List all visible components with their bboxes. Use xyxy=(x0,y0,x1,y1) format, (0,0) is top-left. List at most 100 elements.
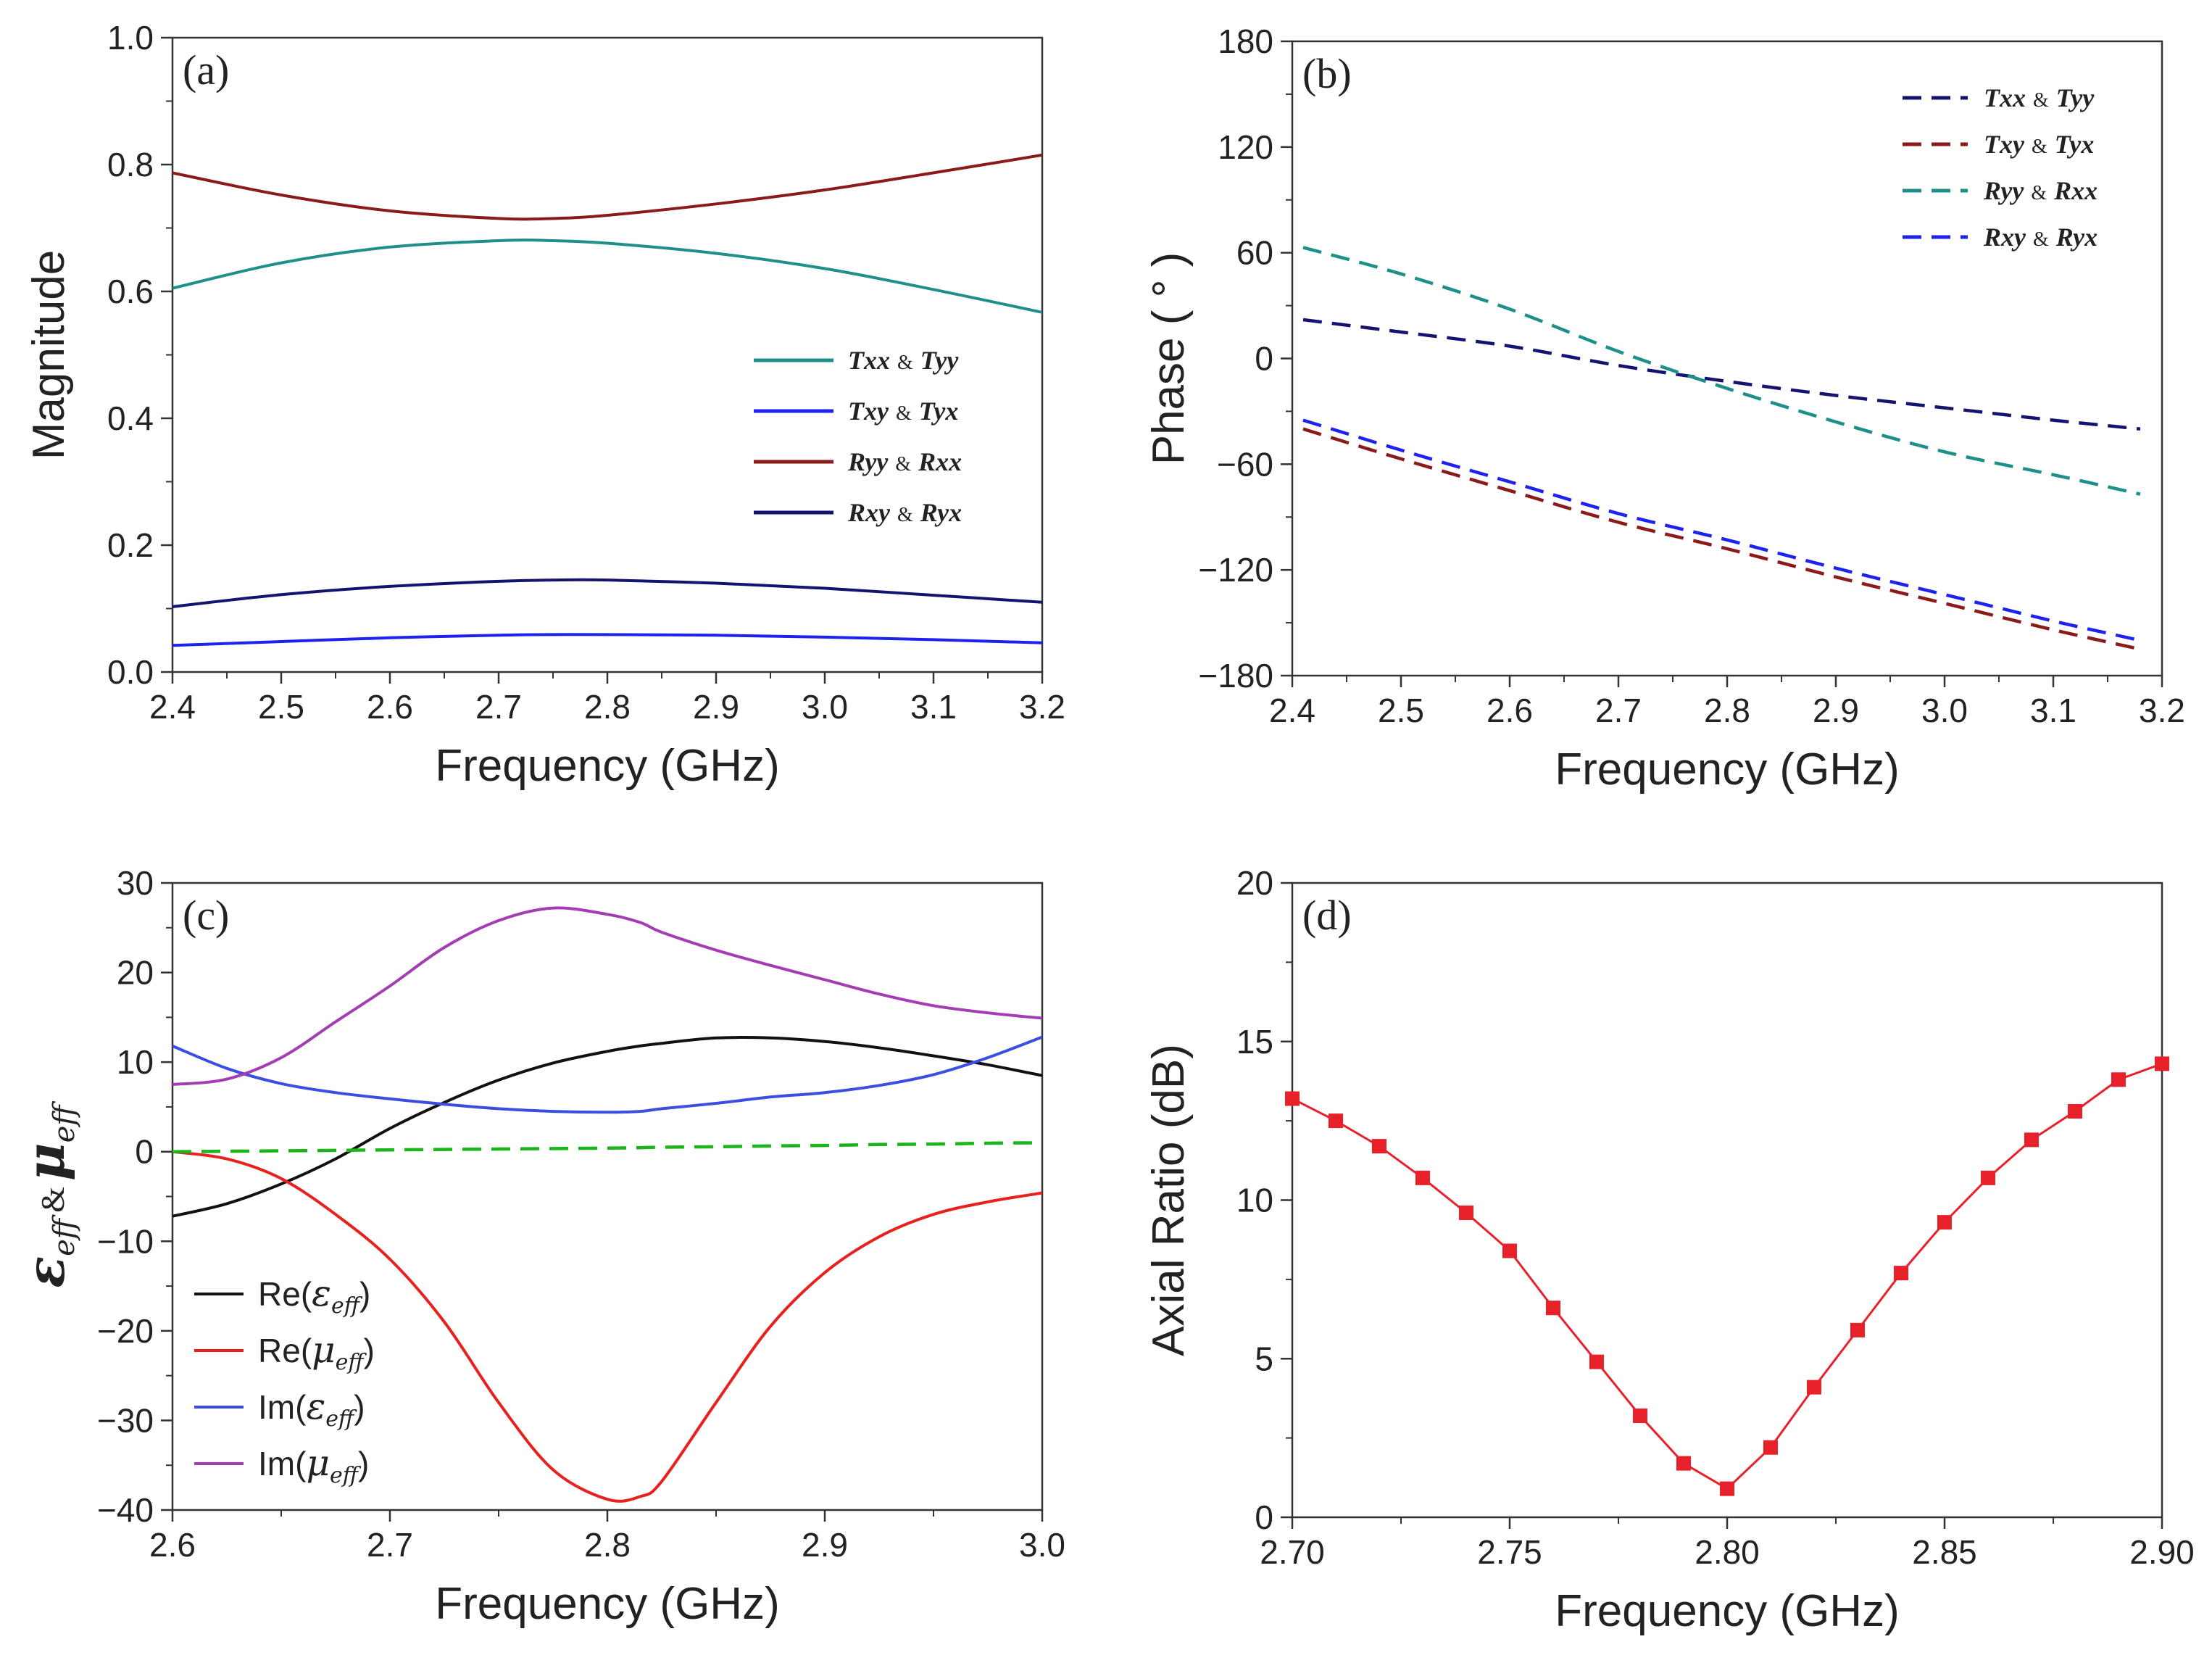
x-axis-label: Frequency (GHz) xyxy=(1555,744,1899,795)
legend-label-amp: & xyxy=(2033,228,2049,251)
x-tick-label: 2.4 xyxy=(1269,692,1315,729)
legend-label-amp: & xyxy=(2032,136,2047,158)
legend-subscript: eff xyxy=(325,1406,357,1432)
y-tick-label: 0.6 xyxy=(107,273,154,310)
series-line-1 xyxy=(172,1150,1042,1503)
x-axis-label: Frequency (GHz) xyxy=(435,741,779,791)
x-axis-label: Frequency (GHz) xyxy=(1555,1586,1899,1636)
y-axis-label-part: ε xyxy=(14,1256,76,1288)
legend-label: Txy & Tyx xyxy=(1984,130,2094,159)
legend-symbol: μ xyxy=(312,1329,336,1371)
data-point-marker xyxy=(2111,1072,2126,1087)
y-tick-label: 20 xyxy=(117,954,154,992)
y-axis-label: Magnitude xyxy=(24,250,74,460)
series-line-2 xyxy=(1302,246,2141,496)
legend-label-amp: & xyxy=(896,402,912,425)
legend-subscript: eff xyxy=(336,1350,367,1375)
data-point-marker xyxy=(2068,1104,2082,1119)
series-line-1 xyxy=(1302,427,2141,651)
legend-label-a: Ryy xyxy=(1983,176,2024,205)
legend-label-b: Rxx xyxy=(2053,176,2097,205)
legend-label-b: Rxx xyxy=(918,447,962,476)
data-point-marker xyxy=(1763,1440,1778,1455)
data-point-marker xyxy=(1459,1206,1473,1220)
data-point-marker xyxy=(1285,1091,1300,1106)
data-point-marker xyxy=(1807,1380,1821,1395)
x-tick-label: 2.70 xyxy=(1260,1533,1325,1571)
x-tick-label: 2.6 xyxy=(367,688,413,726)
y-tick-label: 0.4 xyxy=(107,399,154,437)
legend-symbol: μ xyxy=(306,1442,330,1484)
y-tick-label: 0 xyxy=(1255,1498,1273,1536)
data-point-marker xyxy=(1981,1170,1995,1185)
series-line-2 xyxy=(172,153,1042,221)
panel-label: (d) xyxy=(1302,892,1352,939)
series-line-3 xyxy=(1302,418,2141,642)
legend-label: Ryy & Rxx xyxy=(847,447,962,476)
legend-label-a: Txx xyxy=(848,346,890,375)
x-tick-label: 3.2 xyxy=(2139,692,2185,729)
panel-label: (a) xyxy=(183,46,229,94)
y-tick-label: 60 xyxy=(1236,234,1273,272)
chart-panel-2: 2.6 2.7 2.8 2.9 3.0 −40 −30 −20 −10 0 10 20 30 Freque… xyxy=(14,864,1065,1629)
legend-label-a: Rxy xyxy=(1983,223,2026,252)
legend-label-amp: & xyxy=(897,504,913,526)
chart-panel-0: 2.4 2.5 2.6 2.7 2.8 2.9 3.0 3.1 3.2 0.0 0.2 0.4 0.6 0… xyxy=(24,19,1065,791)
x-tick-label: 3.1 xyxy=(910,688,957,726)
y-axis-label: Phase ( ° ) xyxy=(1144,252,1194,465)
x-tick-label: 2.7 xyxy=(1595,692,1642,729)
x-tick-label: 2.7 xyxy=(475,688,522,726)
x-tick-label: 2.9 xyxy=(802,1526,848,1564)
y-axis-label-part: & xyxy=(34,1187,71,1213)
x-tick-label: 2.5 xyxy=(1378,692,1424,729)
x-tick-label: 2.85 xyxy=(1912,1533,1977,1571)
x-tick-label: 2.90 xyxy=(2129,1533,2195,1571)
legend-label-amp: & xyxy=(2031,182,2047,204)
legend-part: Re xyxy=(258,1332,301,1369)
x-tick-label: 2.6 xyxy=(149,1526,196,1564)
y-tick-label: 10 xyxy=(117,1043,154,1081)
y-tick-label: 10 xyxy=(1236,1182,1273,1219)
data-point-marker xyxy=(1633,1409,1647,1423)
x-tick-label: 3.0 xyxy=(1921,692,1968,729)
legend-label: Txy & Tyx xyxy=(848,397,958,426)
x-tick-label: 3.2 xyxy=(1019,688,1065,726)
y-tick-label: −120 xyxy=(1198,551,1273,589)
panel-label: (c) xyxy=(183,892,229,939)
data-point-marker xyxy=(1937,1215,1952,1230)
series-line-2 xyxy=(172,1035,1042,1114)
x-tick-label: 2.8 xyxy=(584,1526,631,1564)
legend-label-b: Ryx xyxy=(2055,223,2097,252)
legend-label-b: Ryx xyxy=(920,498,962,527)
y-axis-label-part: eff xyxy=(48,1214,81,1256)
x-tick-label: 2.8 xyxy=(584,688,631,726)
legend-label: Ryy & Rxx xyxy=(1983,176,2097,205)
y-tick-label: 0 xyxy=(1255,340,1273,378)
y-tick-label: 120 xyxy=(1218,128,1273,166)
chart-panel-3: 2.70 2.75 2.80 2.85 2.90 0 5 10 15 20 Frequency (G… xyxy=(1144,864,2195,1636)
y-axis-label: Axial Ratio (dB) xyxy=(1144,1044,1194,1356)
y-tick-label: −180 xyxy=(1198,657,1273,694)
legend-subscript: eff xyxy=(330,1463,362,1488)
data-point-marker xyxy=(1329,1113,1343,1129)
plot-frame xyxy=(1291,882,2163,1519)
x-tick-label: 2.7 xyxy=(367,1526,413,1564)
legend-label-a: Txx xyxy=(1984,83,2026,112)
legend-label-a: Rxy xyxy=(847,498,891,527)
legend-label-b: Tyy xyxy=(920,346,960,375)
legend-label-b: Tyx xyxy=(2055,130,2095,159)
x-tick-label: 2.9 xyxy=(1813,692,1859,729)
series-line-0 xyxy=(172,1036,1042,1218)
legend-label-amp: & xyxy=(897,352,913,374)
series-line-1 xyxy=(172,633,1042,647)
data-point-marker xyxy=(1720,1481,1734,1496)
y-tick-label: 0.8 xyxy=(107,146,154,183)
x-tick-label: 2.6 xyxy=(1487,692,1533,729)
y-tick-label: 5 xyxy=(1255,1340,1273,1377)
data-point-marker xyxy=(1546,1301,1560,1316)
y-tick-label: 180 xyxy=(1218,22,1273,60)
x-tick-label: 2.75 xyxy=(1477,1533,1542,1571)
y-tick-label: 30 xyxy=(117,864,154,902)
x-tick-label: 2.5 xyxy=(258,688,304,726)
